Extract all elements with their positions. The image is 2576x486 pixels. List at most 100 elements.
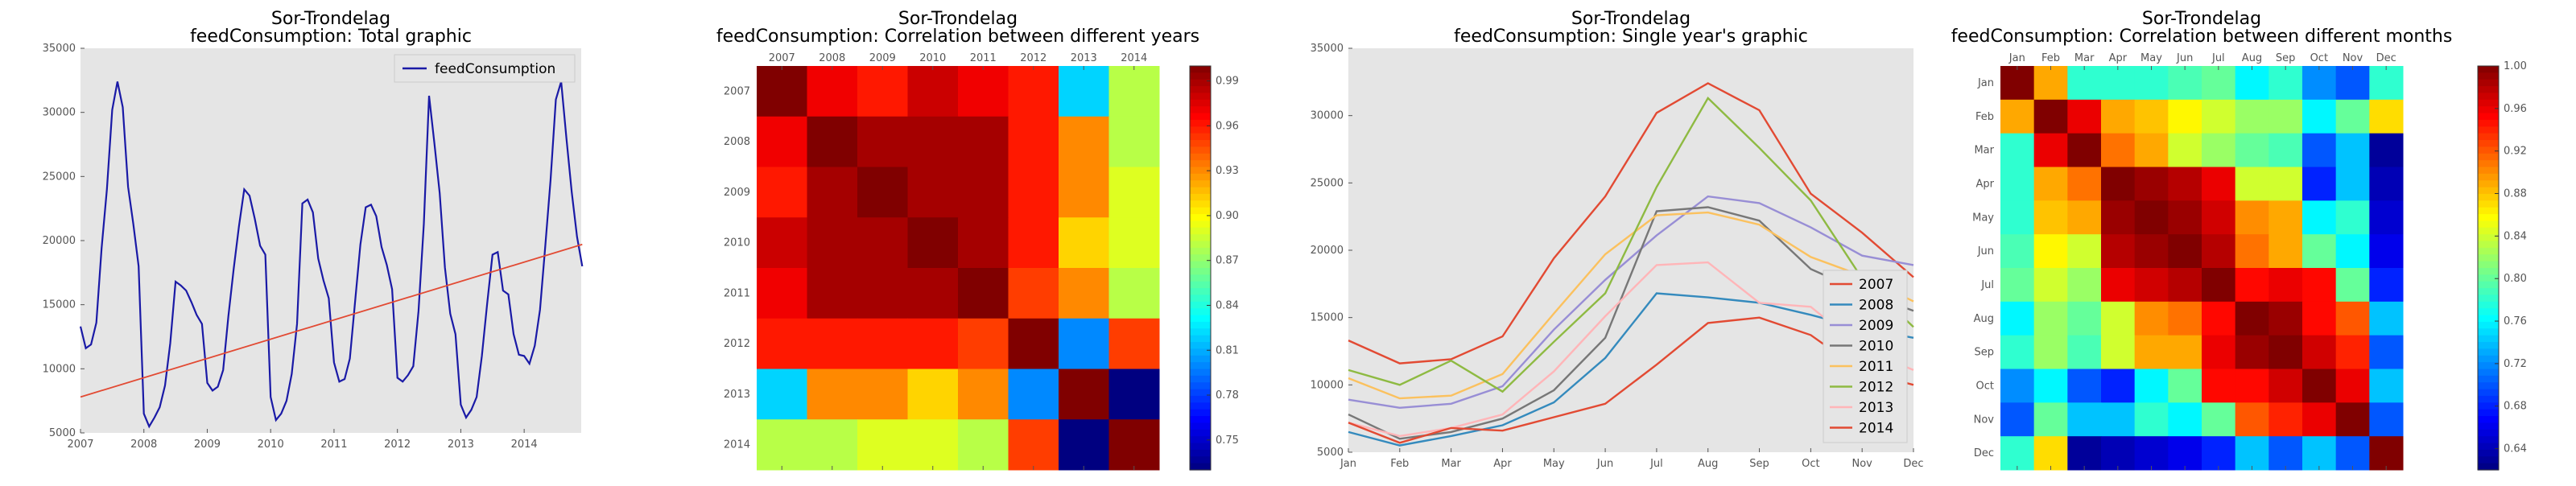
heatmap-cell: [2101, 234, 2136, 269]
heatmap-cell: [2369, 335, 2404, 369]
trend-line: [80, 243, 583, 398]
heatmap-cell: [2335, 268, 2370, 303]
colorbar-segment: [2478, 173, 2499, 181]
column-label: 2007: [769, 52, 795, 64]
row-label: 2011: [724, 287, 750, 299]
series-line-2011: [1348, 211, 1914, 400]
heatmap-cell: [1008, 217, 1059, 269]
series-line-2009: [1348, 195, 1914, 410]
chart-title-line: Sor-Trondelag: [271, 9, 390, 29]
heatmap-cell: [2235, 99, 2269, 134]
heatmap-cell: [2134, 133, 2169, 167]
heatmap-cell: [2369, 369, 2404, 403]
heatmap-cell: [2168, 402, 2202, 437]
heatmap-cell: [1008, 116, 1059, 167]
heatmap-cell: [2134, 335, 2169, 369]
heatmap-cell: [1108, 217, 1160, 269]
heatmap-cell: [2134, 402, 2169, 437]
heatmap-cell: [907, 419, 959, 471]
heatmap-cell: [2302, 369, 2337, 403]
y-tick-label: 35000: [1311, 43, 1344, 55]
heatmap-cell: [2369, 133, 2404, 167]
series-line-2010: [1348, 206, 1914, 440]
colorbar-segment: [2478, 281, 2499, 289]
colorbar-segment: [1190, 268, 1211, 275]
heatmap-cell: [2202, 99, 2236, 134]
colorbar-tick-label: 0.76: [2504, 315, 2527, 327]
heatmap-cell: [2168, 335, 2202, 369]
colorbar-segment: [2478, 301, 2499, 309]
colorbar-segment: [1190, 214, 1211, 222]
row-label: Mar: [1974, 145, 1994, 157]
series-line-feedConsumption: [79, 81, 584, 429]
heatmap-cell: [807, 116, 858, 167]
colorbar-segment: [1190, 180, 1211, 188]
colorbar-segment: [2478, 106, 2499, 114]
legend-label: 2013: [1859, 400, 1893, 416]
legend-label: 2011: [1859, 359, 1893, 375]
colorbar-segment: [1190, 119, 1211, 127]
colorbar-tick-label: 0.87: [1216, 255, 1239, 267]
colorbar-segment: [1190, 86, 1211, 94]
colorbar-segment: [1190, 261, 1211, 269]
colorbar-segment: [1190, 369, 1211, 377]
colorbar-segment: [1190, 220, 1211, 229]
colorbar-tick-label: 0.72: [2504, 358, 2527, 370]
colorbar-segment: [2478, 308, 2499, 316]
heatmap-cell: [2202, 234, 2236, 269]
row-label: 2010: [724, 237, 750, 249]
row-label: May: [1972, 212, 1994, 224]
heatmap-cell: [907, 268, 959, 319]
colorbar-segment: [1190, 429, 1211, 437]
heatmap-cell: [2067, 66, 2102, 101]
colorbar-segment: [2478, 126, 2499, 134]
colorbar-segment: [2478, 214, 2499, 222]
heatmap-cell: [757, 318, 807, 369]
chart-single-year: Jan Feb Mar Apr May Jun Jul Aug Sep Oct Nov Dec 5000…: [1311, 43, 1924, 470]
heatmap-cell: [2067, 99, 2102, 134]
colorbar-segment: [1190, 241, 1211, 249]
colorbar-segment: [1190, 227, 1211, 235]
colorbar-segment: [1190, 389, 1211, 397]
colorbar-segment: [2478, 113, 2499, 121]
colorbar-segment: [2478, 193, 2499, 201]
heatmap-cell: [1108, 419, 1160, 471]
column-label: 2008: [819, 52, 845, 64]
legend: feedConsumption: [394, 54, 576, 83]
colorbar-segment: [2478, 187, 2499, 195]
heatmap-cell: [2302, 402, 2337, 437]
colorbar-segment: [1190, 66, 1211, 73]
colorbar-tick-label: 0.78: [1216, 389, 1239, 402]
heatmap-cell: [2168, 99, 2202, 134]
heatmap-cell: [2369, 200, 2404, 235]
colorbar-segment: [2478, 443, 2499, 451]
heatmap-cell: [2335, 167, 2370, 201]
heatmap-cell: [2302, 335, 2337, 369]
y-tick-label: 15000: [43, 299, 76, 311]
column-label: May: [2140, 52, 2162, 64]
heatmap-cell: [807, 66, 858, 117]
colorbar-segment: [1190, 335, 1211, 343]
x-tick-label: Aug: [1698, 458, 1718, 470]
colorbar-segment: [1190, 106, 1211, 114]
heatmap-cell: [2335, 234, 2370, 269]
heatmap-cell: [2268, 436, 2303, 471]
heatmap-cell: [2302, 99, 2337, 134]
chart-title-line: feedConsumption: Total graphic: [190, 27, 472, 47]
colorbar-segment: [1190, 449, 1211, 457]
row-label: Oct: [1976, 380, 1994, 392]
row-label: Sep: [1974, 347, 1994, 359]
chart-title-line: feedConsumption: Correlation between dif…: [716, 27, 1199, 47]
colorbar-segment: [1190, 409, 1211, 417]
colorbar-segment: [1190, 288, 1211, 296]
heatmap-cell: [2168, 268, 2202, 303]
colorbar-frame: [1189, 65, 1212, 471]
colorbar-tick-label: 0.64: [2504, 443, 2527, 455]
heatmap-cell: [907, 217, 959, 269]
x-tick-label: Nov: [1852, 458, 1872, 470]
row-label: 2013: [724, 389, 750, 401]
row-label: Feb: [1975, 111, 1994, 123]
colorbar-segment: [1190, 395, 1211, 403]
colorbar-segment: [1190, 416, 1211, 424]
colorbar-segment: [2478, 247, 2499, 255]
